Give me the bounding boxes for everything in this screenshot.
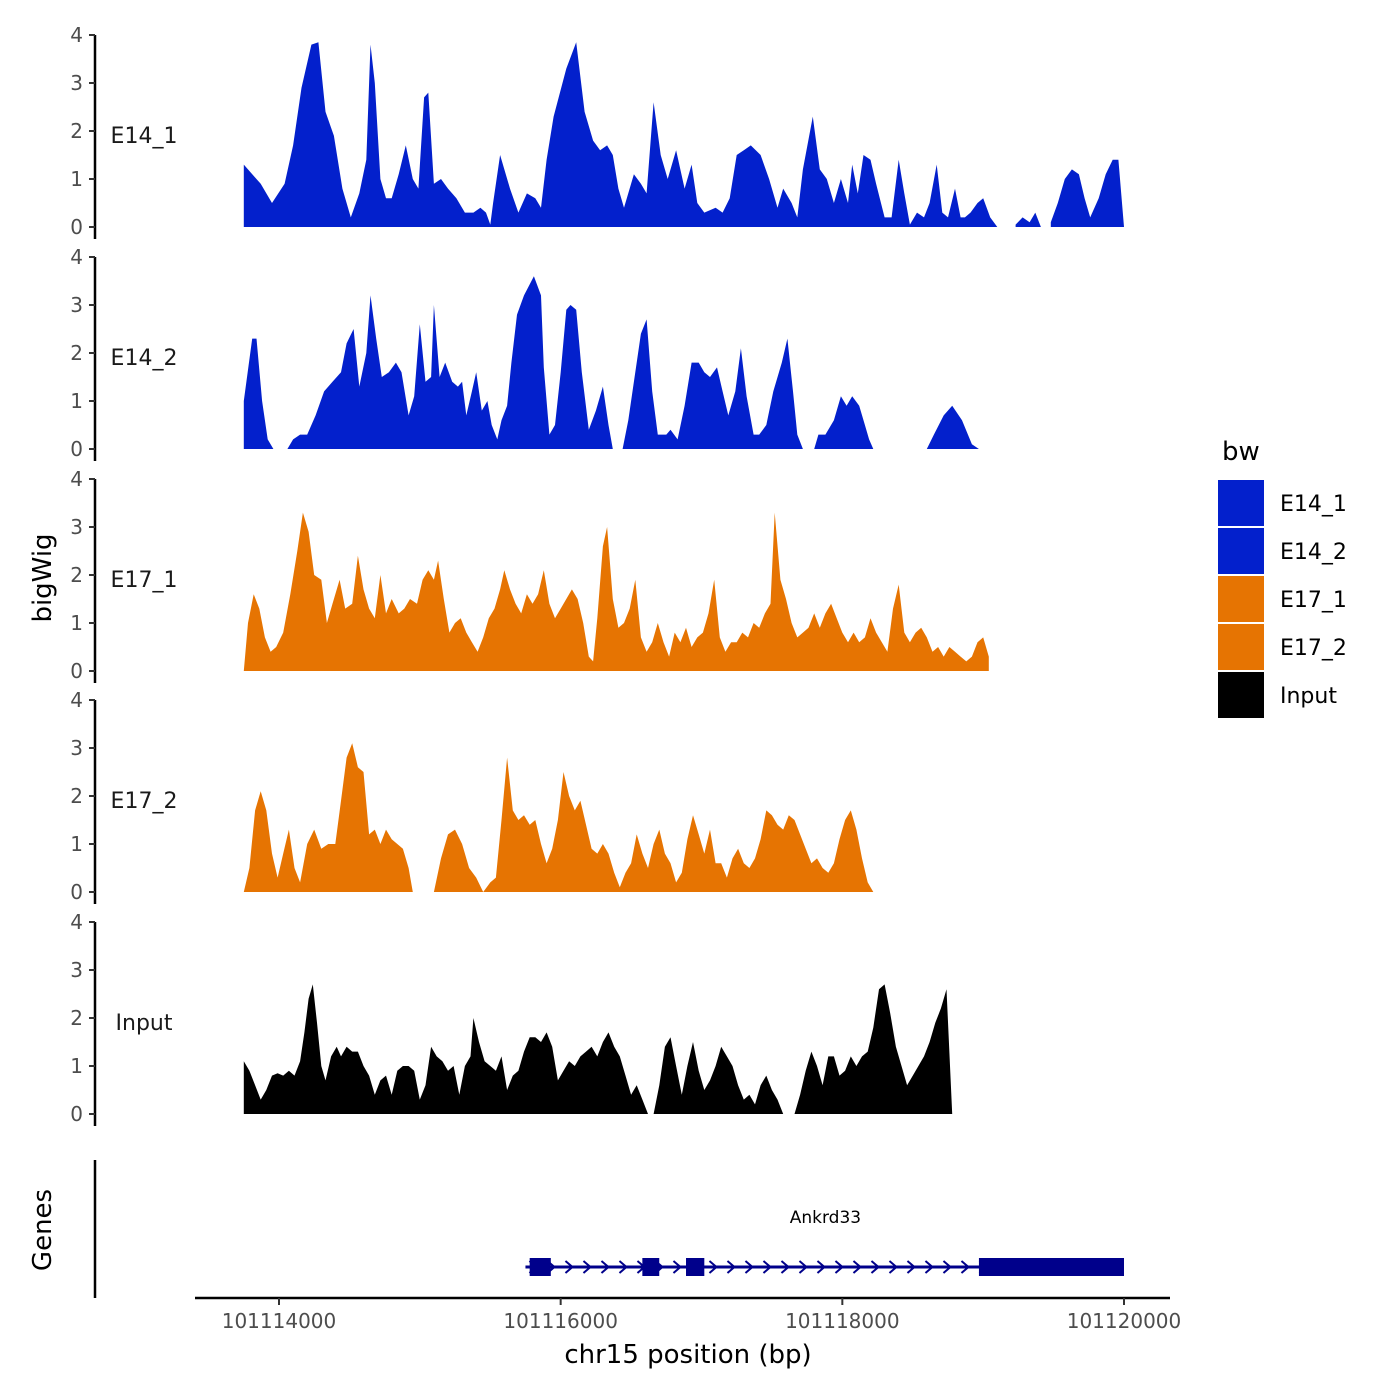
- strand-arrow: [960, 1260, 970, 1274]
- legend-label: E14_2: [1280, 540, 1347, 565]
- y-tick-label: 2: [70, 1006, 83, 1030]
- coverage-area: [653, 1037, 784, 1114]
- legend-label: Input: [1280, 684, 1337, 709]
- legend-key-e17-2: [1218, 624, 1264, 670]
- strand-arrow: [888, 1260, 898, 1274]
- y-tick-label: 4: [70, 23, 83, 47]
- y-tick-label: 3: [70, 736, 83, 760]
- y-tick-label: 4: [70, 245, 83, 269]
- legend-label: E14_1: [1280, 492, 1347, 517]
- x-axis-title: chr15 position (bp): [564, 1340, 811, 1370]
- track-label: Input: [116, 1011, 173, 1036]
- gene-exon: [529, 1258, 551, 1276]
- strand-arrow: [834, 1260, 844, 1274]
- strand-arrow: [924, 1260, 934, 1274]
- strand-arrow: [906, 1260, 916, 1274]
- strand-arrow: [618, 1260, 628, 1274]
- gene-label: Ankrd33: [790, 1208, 861, 1228]
- legend-key-e17-1: [1218, 576, 1264, 622]
- coverage-area: [814, 396, 874, 449]
- coverage-area: [622, 319, 803, 449]
- gene-track: Ankrd33: [93, 1160, 1124, 1298]
- coverage-area: [1015, 212, 1041, 227]
- y-tick-label: 3: [70, 71, 83, 95]
- legend-label: E17_1: [1280, 588, 1347, 613]
- coverage-area: [1050, 159, 1124, 227]
- coverage-area: [243, 743, 413, 892]
- strand-arrow: [798, 1260, 808, 1274]
- y-tick-label: 4: [70, 467, 83, 491]
- track-label: E17_1: [111, 568, 178, 593]
- legend-key-e14-1: [1218, 480, 1264, 526]
- strand-arrow: [582, 1260, 592, 1274]
- y-tick-label: 1: [70, 1054, 83, 1078]
- y-tick-label: 2: [70, 341, 83, 365]
- y-tick-label: 3: [70, 515, 83, 539]
- legend-key-input: [1218, 672, 1264, 718]
- coverage-area: [433, 757, 874, 892]
- y-tick-label: 3: [70, 293, 83, 317]
- coverage-tracks: 0 1 2 3 4 E14_1 0 1 2 3 4 E14_2 0 1 2 3 4 E17_1 0 1 2 3 4 E17_2…: [70, 23, 1124, 1126]
- strand-arrow: [744, 1260, 754, 1274]
- strand-arrow: [780, 1260, 790, 1274]
- track-label: E14_2: [111, 346, 178, 371]
- strand-arrow: [852, 1260, 862, 1274]
- track-e14-1: 0 1 2 3 4 E14_1: [70, 23, 1124, 239]
- strand-arrow: [708, 1260, 718, 1274]
- gene-exon: [642, 1258, 660, 1276]
- y-tick-label: 1: [70, 167, 83, 191]
- x-axis: 101114000 101116000 101118000 101120000: [195, 1296, 1182, 1333]
- x-tick-label: 101116000: [503, 1309, 618, 1333]
- y-tick-label: 0: [70, 880, 83, 904]
- coverage-area: [243, 42, 998, 228]
- x-tick-label: 101114000: [222, 1309, 337, 1333]
- y-tick-label: 1: [70, 832, 83, 856]
- strand-arrow: [870, 1260, 880, 1274]
- legend-key-e14-2: [1218, 528, 1264, 574]
- track-e14-2: 0 1 2 3 4 E14_2: [70, 245, 979, 461]
- strand-arrow: [942, 1260, 952, 1274]
- legend-label: E17_2: [1280, 636, 1347, 661]
- strand-arrow: [726, 1260, 736, 1274]
- legend-title: bw: [1222, 437, 1260, 467]
- track-e17-2: 0 1 2 3 4 E17_2: [70, 688, 874, 904]
- coverage-area: [287, 276, 613, 449]
- coverage-area: [243, 984, 649, 1114]
- coverage-area: [243, 512, 989, 671]
- track-label: E14_1: [111, 124, 178, 149]
- y-tick-label: 1: [70, 611, 83, 635]
- coverage-area: [794, 984, 953, 1114]
- y-tick-label: 0: [70, 437, 83, 461]
- strand-arrow: [816, 1260, 826, 1274]
- track-input: 0 1 2 3 4 Input: [70, 910, 953, 1126]
- y-tick-label: 0: [70, 215, 83, 239]
- y-tick-label: 3: [70, 958, 83, 982]
- coverage-area: [926, 405, 979, 449]
- y-tick-label: 4: [70, 910, 83, 934]
- genes-track-title: Genes: [28, 1189, 58, 1271]
- strand-arrow: [600, 1260, 610, 1274]
- x-tick-label: 101118000: [785, 1309, 900, 1333]
- y-tick-label: 0: [70, 1102, 83, 1126]
- y-tick-label: 4: [70, 688, 83, 712]
- strand-arrow: [762, 1260, 772, 1274]
- coverage-area: [243, 338, 274, 449]
- gene-exon: [978, 1258, 1124, 1276]
- track-e17-1: 0 1 2 3 4 E17_1: [70, 467, 989, 683]
- legend: bw E14_1 E14_2 E17_1 E17_2 Input: [1218, 437, 1347, 718]
- gene-exon: [686, 1258, 705, 1276]
- y-tick-label: 0: [70, 659, 83, 683]
- y-tick-label: 2: [70, 119, 83, 143]
- y-tick-label: 2: [70, 784, 83, 808]
- track-label: E17_2: [111, 789, 178, 814]
- strand-arrow: [672, 1260, 682, 1274]
- strand-arrow: [564, 1260, 574, 1274]
- y-tick-label: 1: [70, 389, 83, 413]
- y-tick-label: 2: [70, 563, 83, 587]
- x-tick-label: 101120000: [1067, 1309, 1182, 1333]
- y-axis-title: bigWig: [28, 533, 58, 622]
